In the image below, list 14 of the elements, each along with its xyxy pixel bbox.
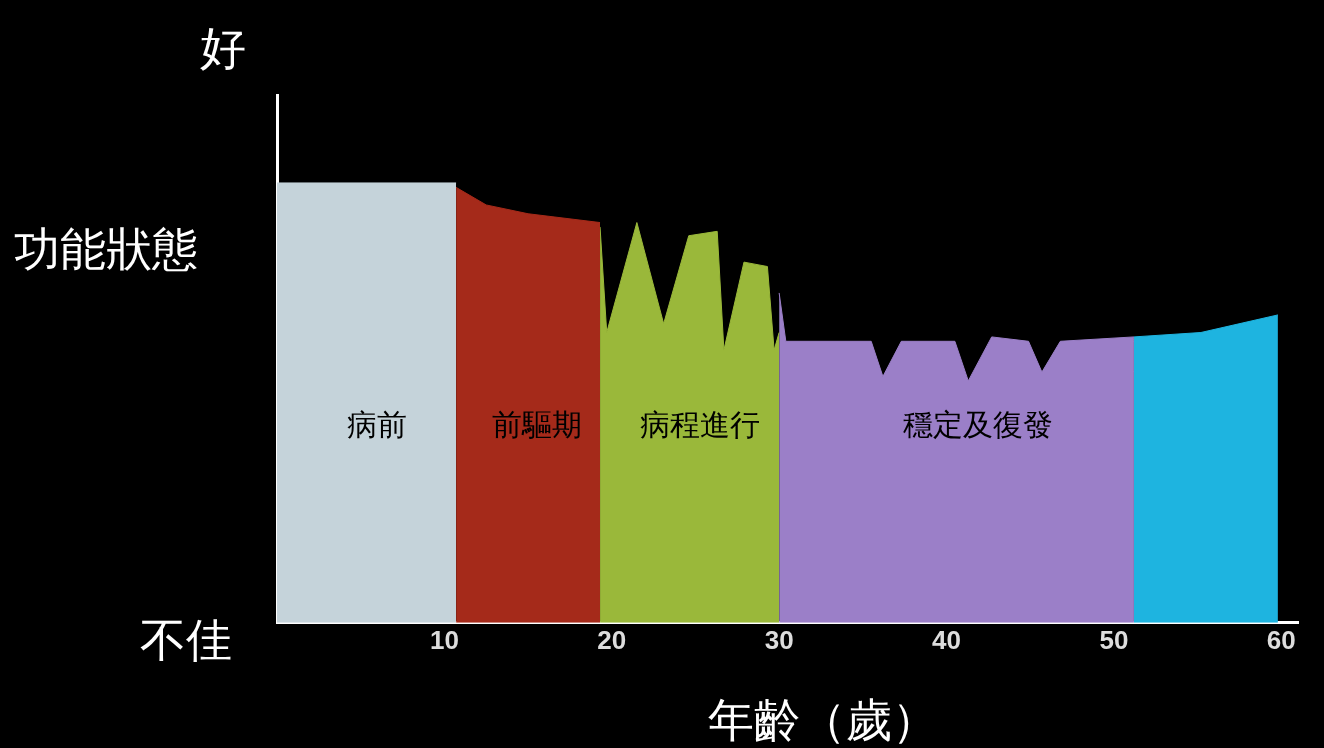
text: 好 [200,20,246,77]
text: 不佳 [140,612,232,669]
x-tick-label: 40 [932,624,961,655]
series-label: 前驅期 [490,405,583,444]
x-tick-label: 10 [429,624,459,655]
series-label: 穩定及復發 [901,405,1054,444]
series-label: 病前 [346,405,409,444]
y-axis-title: 功能狀態 [14,220,198,278]
series-label: 病程進行 [639,405,762,444]
x-tick-label: 60 [1266,624,1296,655]
x-tick-label: 20 [597,624,627,655]
x-tick-label: 30 [764,624,794,655]
x-axis-title: 年齡（歲） [707,692,938,748]
x-tick-label: 50 [1099,624,1129,655]
